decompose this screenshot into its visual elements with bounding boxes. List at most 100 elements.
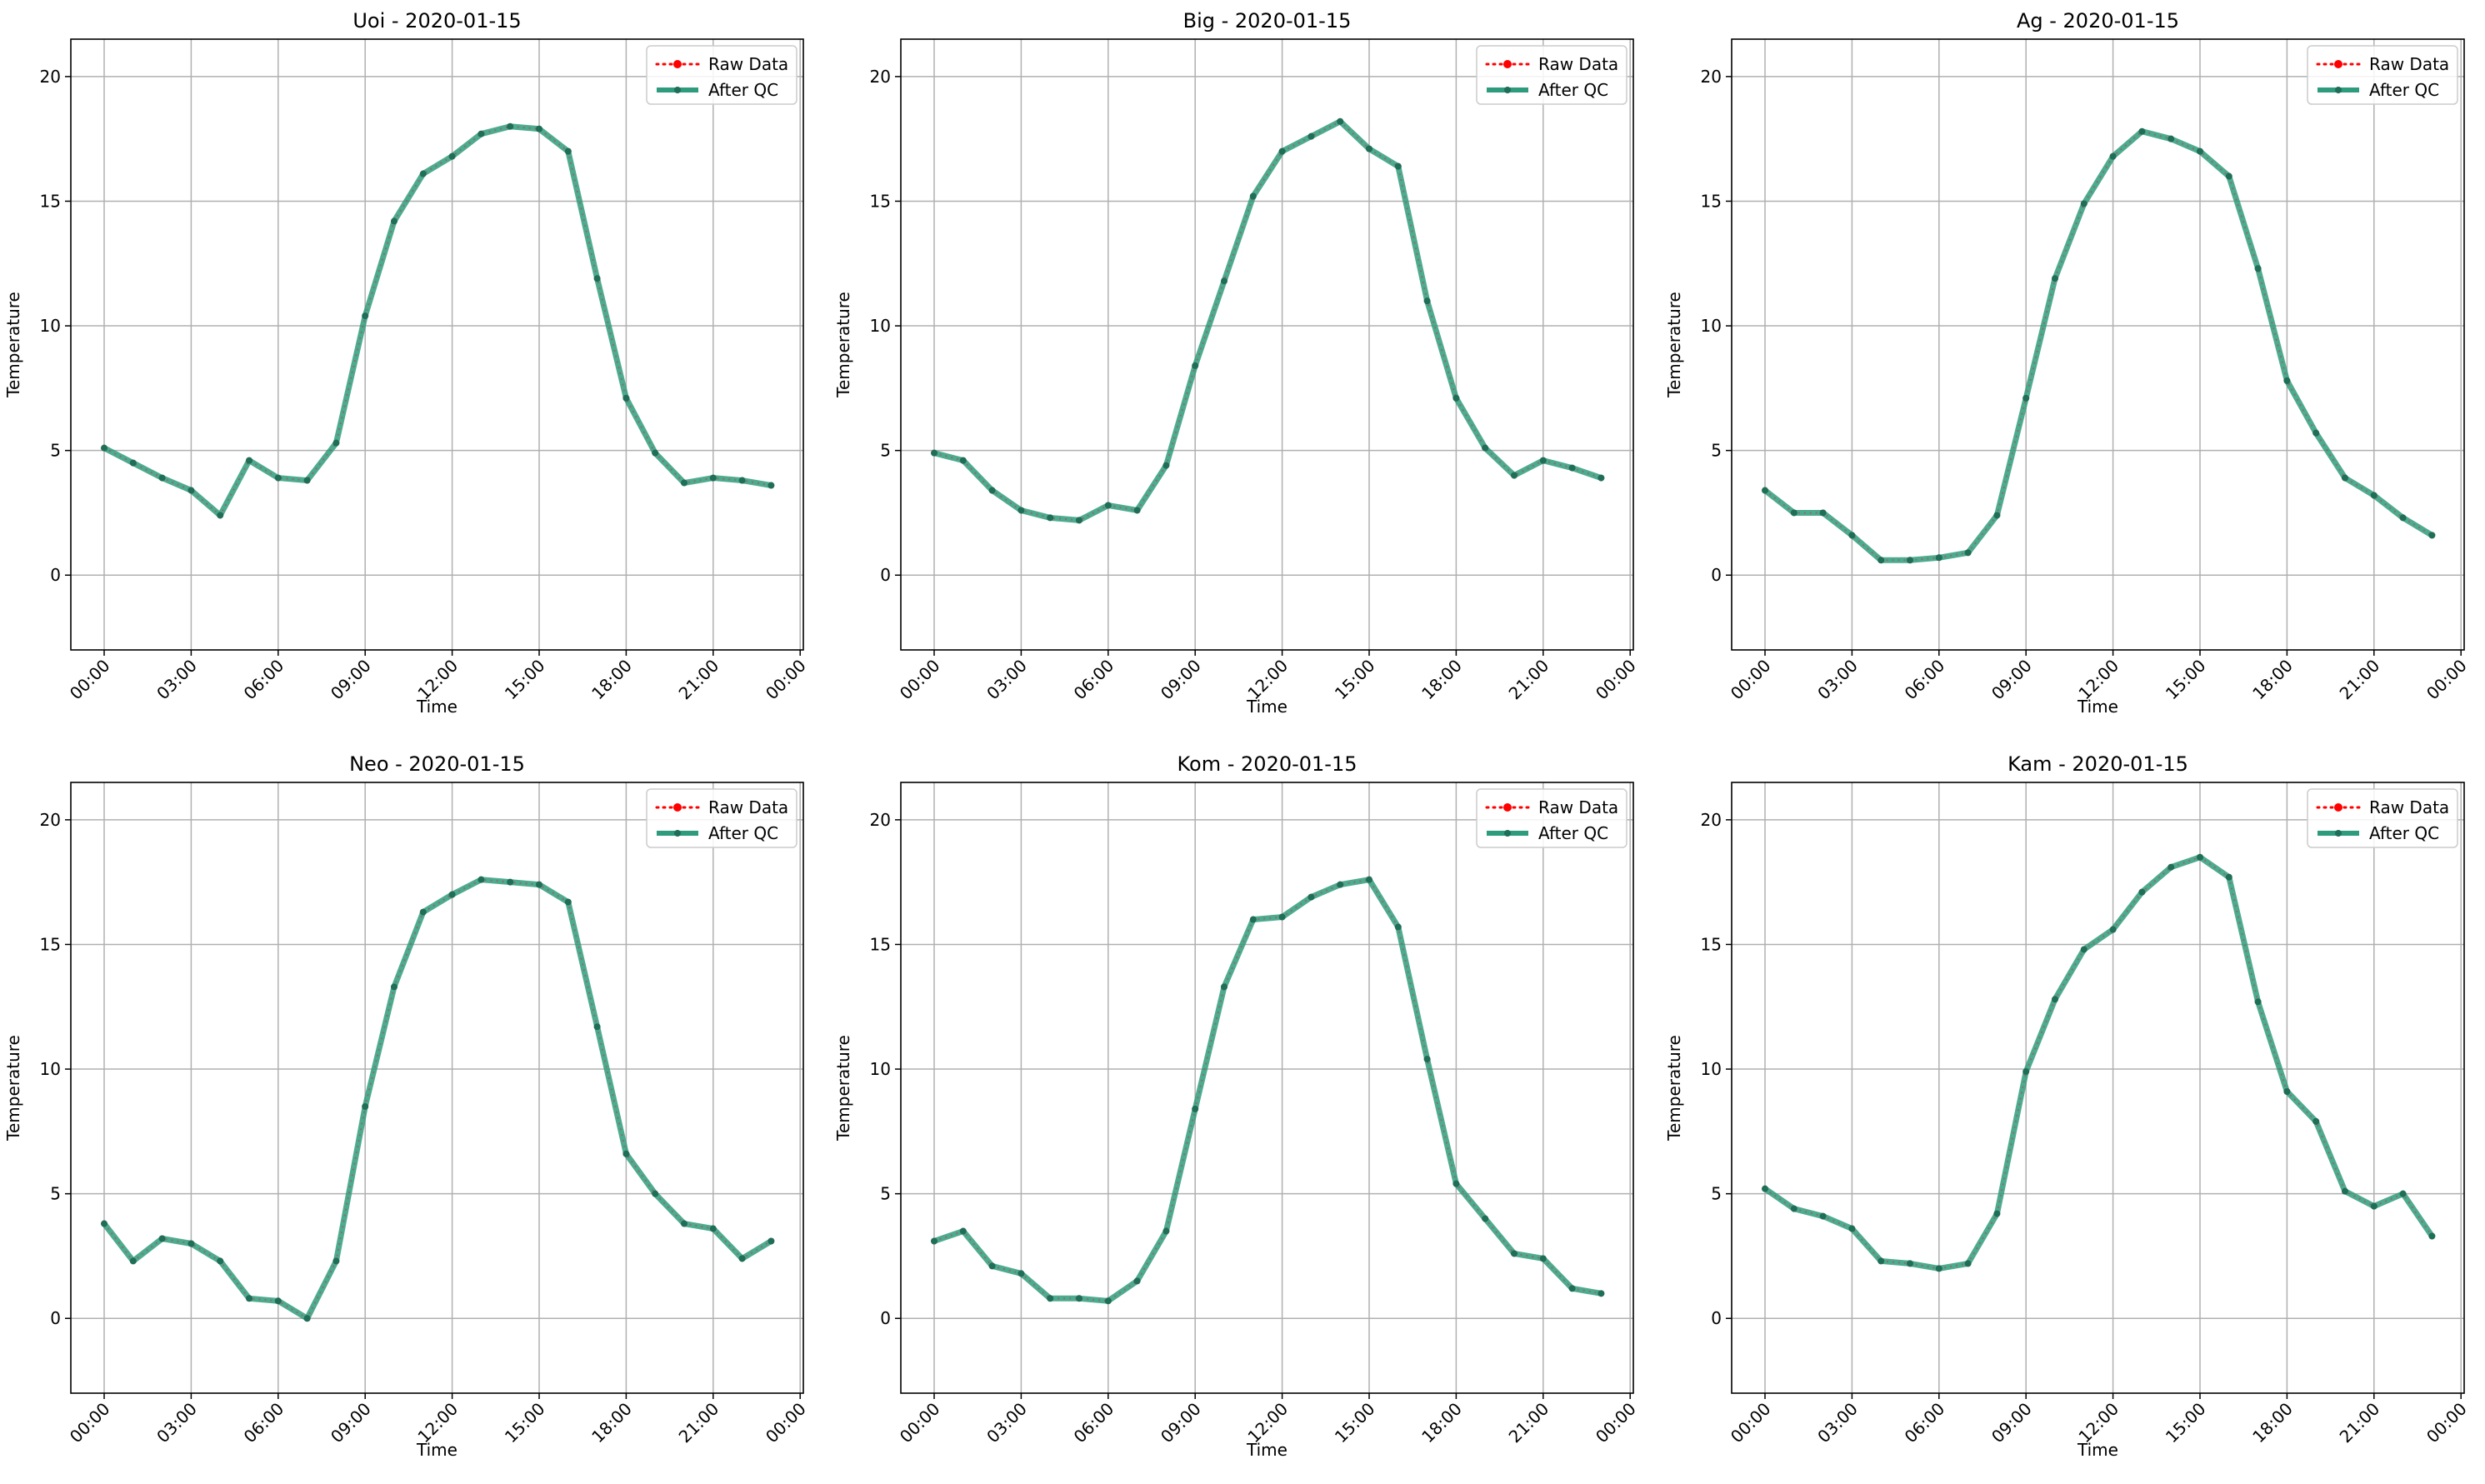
series-line-raw-data [103, 878, 772, 1320]
after-qc-point [2197, 147, 2203, 155]
series-line-after-qc [1762, 128, 2434, 563]
axes-frame [1731, 38, 2465, 651]
after-qc-point [1162, 1227, 1170, 1235]
x-tick-label: 06:00 [1901, 656, 1949, 704]
after-qc-point [391, 983, 398, 991]
legend-label-after-qc: After QC [1538, 823, 1608, 843]
y-axis-label: Temperature [833, 1035, 853, 1142]
after-qc-point [1366, 876, 1372, 883]
after-qc-point [1104, 502, 1112, 509]
after-qc-point [2022, 1068, 2030, 1076]
after-qc-point [1133, 1277, 1141, 1285]
after-qc-point [593, 275, 601, 282]
y-tick-label: 10 [40, 316, 61, 336]
after-qc-point [362, 1102, 369, 1110]
after-qc-point [2080, 200, 2088, 207]
after-qc-point [2283, 377, 2291, 384]
y-tick-label: 15 [1701, 934, 1722, 954]
after-qc-point [1452, 1180, 1460, 1187]
after-qc-point [1935, 554, 1942, 562]
after-qc-point [1394, 162, 1402, 170]
after-qc-point [478, 876, 485, 883]
after-qc-point [2312, 429, 2320, 437]
subplot-title: Kam - 2020-01-15 [2008, 752, 2188, 776]
x-tick-label: 15:00 [501, 1399, 549, 1447]
subplot-title: Uoi - 2020-01-15 [352, 9, 521, 32]
y-tick-label: 0 [50, 1308, 61, 1328]
after-qc-point [652, 449, 659, 457]
after-qc-point [2109, 152, 2117, 160]
after-qc-point [507, 878, 514, 886]
after-qc-point [2080, 946, 2088, 953]
after-qc-point [188, 487, 195, 494]
after-qc-point [681, 1220, 688, 1227]
after-qc-point [391, 217, 398, 225]
x-tick-label: 21:00 [1505, 1399, 1553, 1447]
y-tick-label: 10 [1701, 1059, 1722, 1079]
after-qc-point [2283, 1087, 2291, 1095]
after-qc-point [1278, 147, 1286, 155]
series-line-after-qc [932, 877, 1602, 1304]
x-tick-label: 00:00 [1592, 656, 1640, 704]
after-qc-point [2342, 474, 2348, 482]
legend-label-raw-data: Raw Data [1538, 797, 1618, 817]
x-tick-label: 09:00 [1157, 1399, 1205, 1447]
after-qc-point [988, 487, 996, 494]
after-qc-point [709, 474, 717, 482]
x-tick-label: 09:00 [327, 656, 375, 704]
after-qc-point [1047, 1295, 1054, 1302]
legend-label-after-qc: After QC [2369, 80, 2439, 100]
axes-frame [1731, 782, 2465, 1394]
x-axis-label: Time [1246, 697, 1288, 717]
series-line-raw-data [1764, 856, 2433, 1270]
y-tick-label: 20 [870, 67, 891, 87]
after-qc-point [1935, 1265, 1942, 1272]
after-qc-point [768, 482, 775, 489]
x-tick-label: 00:00 [2422, 1399, 2471, 1447]
legend: Raw Data After QC [1476, 788, 1628, 848]
after-qc-point [2138, 888, 2146, 896]
after-qc-point [1568, 464, 1576, 472]
after-qc-point [1423, 1056, 1431, 1063]
after-qc-point [1308, 132, 1315, 140]
after-qc-point [1337, 881, 1344, 888]
x-tick-label: 21:00 [2336, 656, 2384, 704]
after-qc-point [1762, 1185, 1768, 1192]
x-tick-label: 06:00 [1070, 656, 1118, 704]
y-axis-label: Temperature [1664, 292, 1684, 398]
after-qc-point [1047, 514, 1054, 522]
after-qc-point [2370, 1202, 2378, 1210]
x-tick-label: 00:00 [1727, 656, 1775, 704]
axes-frame [70, 38, 804, 651]
series-line-raw-data [1764, 130, 2432, 562]
legend-marker-raw-data [2334, 803, 2342, 812]
x-tick-label: 18:00 [588, 656, 636, 704]
legend-label-raw-data: Raw Data [708, 797, 788, 817]
after-qc-point [101, 444, 108, 452]
x-tick-label: 09:00 [1988, 656, 2036, 704]
after-qc-point [1568, 1285, 1576, 1292]
x-tick-label: 00:00 [896, 1399, 944, 1447]
series-line-after-qc [102, 123, 772, 518]
y-tick-label: 15 [40, 191, 61, 211]
after-qc-point [1452, 394, 1460, 402]
after-qc-point [1366, 145, 1372, 152]
after-qc-point [1192, 1105, 1199, 1112]
after-qc-point [1790, 1205, 1798, 1212]
x-tick-label: 03:00 [1813, 656, 1862, 704]
y-tick-label: 10 [1701, 316, 1722, 336]
after-qc-point [564, 147, 572, 155]
after-qc-point [2225, 873, 2232, 881]
y-axis-label: Temperature [1664, 1035, 1684, 1142]
y-tick-label: 15 [870, 934, 891, 954]
legend: Raw Data After QC [1476, 45, 1628, 105]
x-tick-label: 09:00 [1157, 656, 1205, 704]
x-tick-label: 06:00 [240, 656, 288, 704]
after-qc-point [274, 474, 282, 482]
after-qc-point [1278, 913, 1286, 921]
after-qc-point [2197, 853, 2203, 861]
after-qc-point [1018, 507, 1025, 514]
